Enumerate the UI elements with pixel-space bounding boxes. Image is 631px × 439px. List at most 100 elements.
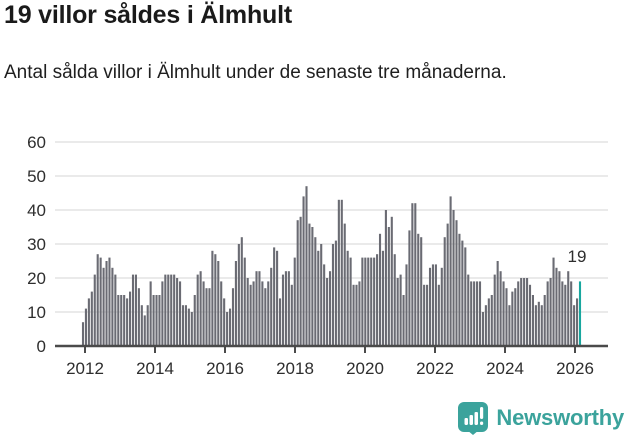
newsworthy-logo[interactable]: Newsworthy: [458, 400, 624, 436]
bar: [334, 240, 337, 346]
bar: [278, 298, 282, 346]
bar: [467, 274, 470, 346]
bar: [558, 271, 561, 346]
bar: [537, 301, 540, 346]
y-axis-label: 60: [27, 133, 46, 152]
bar: [231, 288, 235, 346]
bar: [81, 322, 85, 346]
bar: [228, 308, 232, 346]
bar: [143, 315, 146, 346]
bar: [555, 267, 558, 346]
bar: [481, 312, 484, 346]
bar: [340, 199, 343, 346]
bar: [440, 267, 443, 346]
bar: [473, 281, 476, 346]
bar: [158, 295, 161, 346]
bar: [237, 244, 240, 346]
bar: [190, 312, 193, 346]
bar: [123, 295, 126, 346]
y-axis-label: 40: [27, 201, 46, 220]
chart-subtitle: Antal sålda villor i Älmhult under de se…: [4, 62, 507, 83]
bar: [234, 261, 237, 346]
bar: [287, 271, 290, 346]
x-axis-label: 2018: [276, 359, 314, 378]
bar: [264, 288, 267, 346]
bar: [161, 281, 164, 346]
bar: [311, 227, 314, 346]
bar: [102, 267, 105, 346]
bar: [223, 298, 226, 346]
bar: [164, 274, 167, 346]
bar: [296, 220, 299, 346]
bar: [408, 230, 411, 346]
bar: [108, 257, 111, 346]
bar: [452, 210, 455, 346]
bar: [84, 308, 87, 346]
bar: [255, 271, 258, 346]
bar: [173, 274, 176, 346]
bar: [346, 250, 349, 346]
bar: [420, 237, 423, 346]
bar: [378, 233, 382, 346]
bar: [323, 264, 326, 346]
bar: [281, 274, 285, 346]
bar: [381, 250, 385, 346]
y-axis-label: 50: [27, 167, 46, 186]
bar: [464, 247, 467, 346]
bar: [449, 196, 452, 346]
newsworthy-logo-text: Newsworthy: [496, 405, 624, 430]
bar: [531, 295, 534, 346]
bar: [437, 284, 440, 346]
bar: [120, 295, 123, 346]
bar: [117, 295, 120, 346]
bar: [390, 216, 393, 346]
bar: [317, 250, 320, 346]
bar: [355, 284, 358, 346]
bar: [129, 291, 132, 346]
bar: [399, 274, 402, 346]
bar: [564, 284, 567, 346]
bar: [405, 264, 408, 346]
bar: [284, 271, 287, 346]
bar: [387, 227, 390, 346]
bar: [573, 305, 576, 346]
bar: [179, 281, 182, 346]
bar: [184, 305, 187, 346]
logo-bubble-tail: [467, 429, 480, 435]
x-axis-label: 2024: [486, 359, 524, 378]
bar: [126, 298, 129, 346]
bar: [549, 278, 552, 346]
bar: [567, 271, 570, 346]
bar: [111, 267, 114, 346]
bar: [105, 261, 108, 346]
bar: [243, 257, 246, 346]
bar: [267, 281, 270, 346]
bar: [114, 274, 117, 346]
bar: [426, 284, 429, 346]
logo-bar-tall: [474, 411, 479, 425]
bar: [493, 274, 496, 346]
bar: [152, 295, 155, 346]
bar: [331, 244, 335, 346]
x-axis-label: 2012: [66, 359, 104, 378]
bar: [320, 244, 323, 346]
x-axis-label: 2014: [136, 359, 174, 378]
bar: [364, 257, 367, 346]
bar: [96, 254, 99, 346]
last-value-label: 19: [568, 247, 587, 266]
bar: [181, 305, 185, 346]
bar: [199, 271, 202, 346]
bar: [511, 291, 514, 346]
bar: [546, 281, 549, 346]
bar: [196, 274, 199, 346]
sales-bar-chart: 0 10 20 30 40 50 60 2012 2014 2016 2018 2020 2022 202…: [27, 133, 608, 378]
bar: [302, 196, 305, 346]
bar: [202, 281, 205, 346]
bar: [358, 281, 361, 346]
bar: [396, 278, 399, 346]
bar: [434, 264, 437, 346]
bar: [261, 281, 264, 346]
bar: [470, 281, 473, 346]
bar: [246, 278, 249, 346]
bar: [376, 254, 379, 346]
